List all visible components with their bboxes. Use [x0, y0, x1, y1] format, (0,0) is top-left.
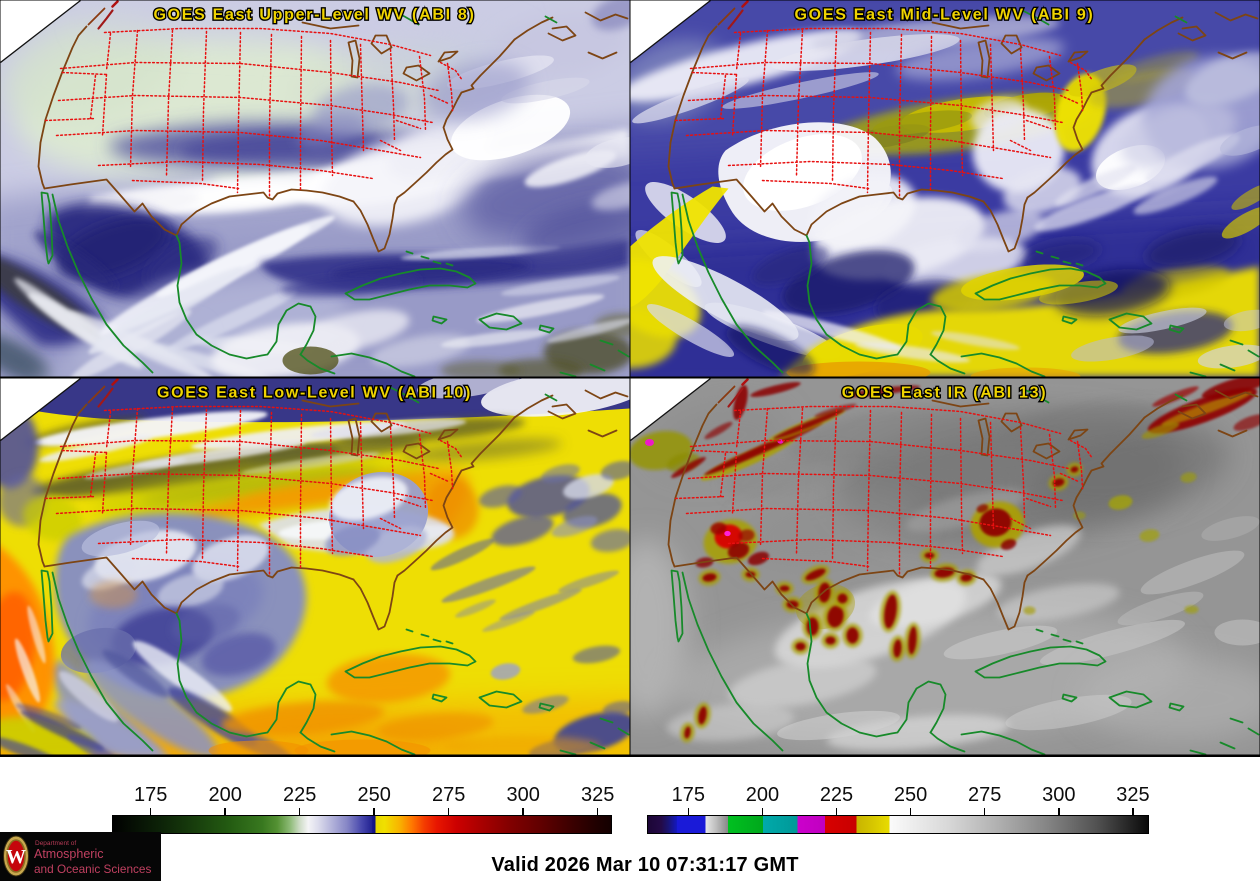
- svg-text:W: W: [6, 846, 26, 868]
- svg-text:GOES East Upper-Level WV (ABI: GOES East Upper-Level WV (ABI 8): [153, 7, 475, 24]
- svg-text:Atmospheric: Atmospheric: [34, 847, 103, 861]
- svg-text:GOES East Low-Level WV (ABI 10: GOES East Low-Level WV (ABI 10): [157, 385, 472, 402]
- svg-text:GOES East Mid-Level WV (ABI 9): GOES East Mid-Level WV (ABI 9): [795, 7, 1095, 24]
- svg-text:and Oceanic Sciences: and Oceanic Sciences: [34, 862, 151, 876]
- svg-text:GOES East IR (ABI 13): GOES East IR (ABI 13): [842, 385, 1048, 402]
- svg-text:Department of: Department of: [35, 840, 76, 847]
